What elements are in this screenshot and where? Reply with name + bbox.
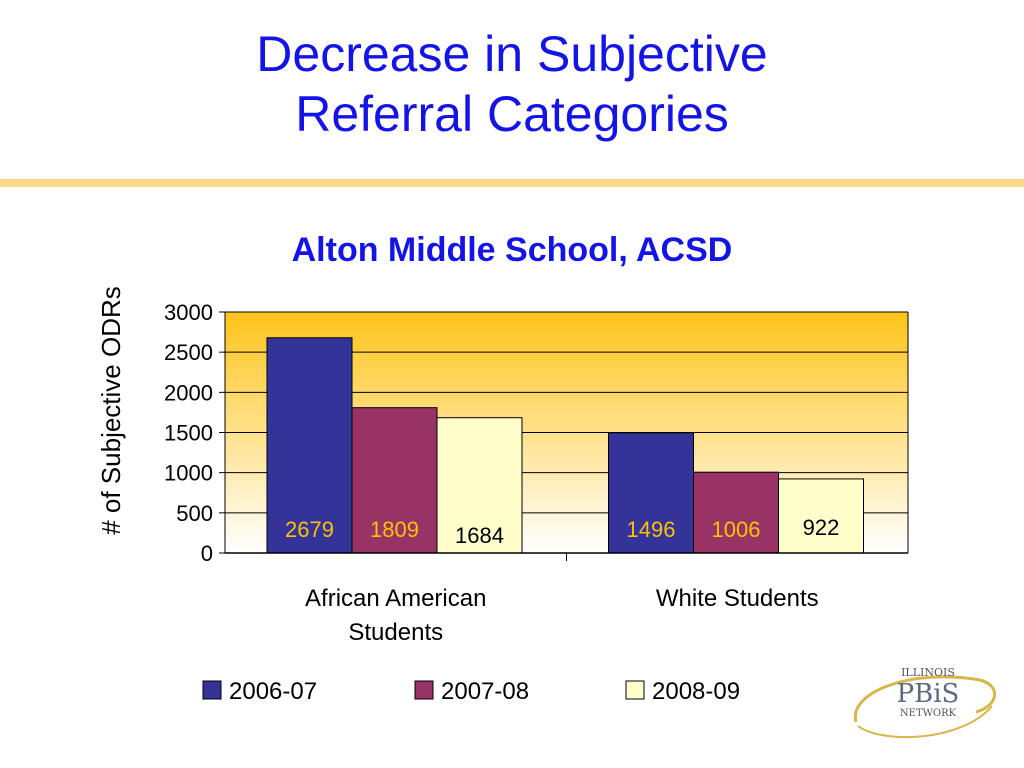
legend-label: 2007-08 [441,678,529,705]
logo-line-3: NETWORK [900,708,957,719]
chart-title: Alton Middle School, ACSD [291,231,733,269]
y-tick-label: 2000 [164,380,213,405]
y-tick-label: 2500 [164,340,213,365]
data-label: 2679 [285,517,334,542]
slide-title-line-2: Referral Categories [295,86,729,142]
data-label: 1809 [370,517,419,542]
legend-swatch [202,680,222,700]
data-label: 922 [803,515,840,540]
x-category-label: African American [305,585,486,612]
title-divider [0,179,1024,187]
y-tick-label: 500 [176,501,213,526]
y-tick-label: 3000 [164,300,213,325]
y-tick-label: 1000 [164,461,213,486]
y-axis-title: # of Subjective ODRs [96,286,126,535]
slide-title: Decrease in Subjective Referral Categori… [0,24,1024,144]
data-label: 1684 [455,523,504,548]
illinois-pbis-network-logo: ILLINOIS PBiS NETWORK [853,666,997,739]
x-category-label: Students [348,619,443,646]
bar [778,478,864,554]
logo-line-2: PBiS [897,679,960,709]
legend-label: 2008-09 [652,678,740,705]
data-label: 1006 [712,517,761,542]
logo-line-1: ILLINOIS [901,666,955,679]
legend-swatch [625,680,645,700]
slide-title-line-1: Decrease in Subjective [256,26,768,82]
y-tick-label: 0 [201,541,213,566]
bar [351,407,438,554]
y-tick-label: 1500 [164,421,213,446]
legend-label: 2006-07 [229,678,317,705]
x-category-label: White Students [656,585,819,612]
data-label: 1496 [627,517,676,542]
bar [436,417,523,554]
legend-swatch [414,680,434,700]
